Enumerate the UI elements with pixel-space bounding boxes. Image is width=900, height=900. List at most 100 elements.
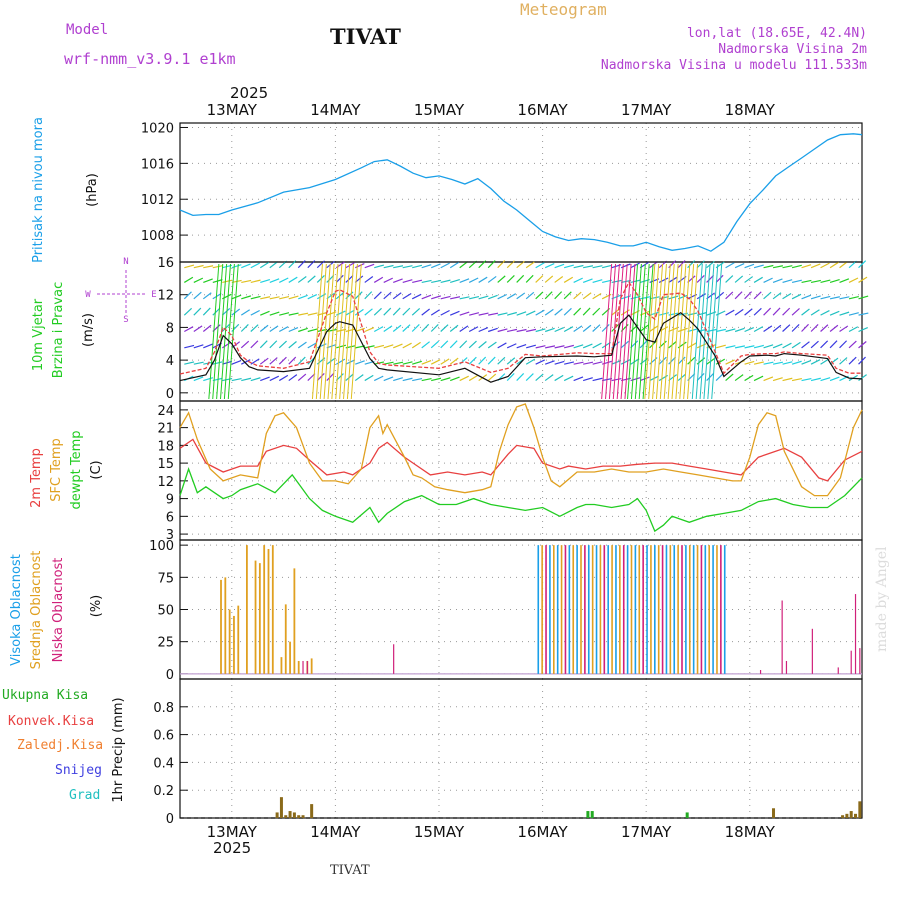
wind-barb: [858, 260, 867, 269]
wind-barb: [193, 361, 204, 365]
wind-barb: [297, 373, 307, 382]
wind-barb: [393, 361, 404, 365]
wind-barb: [288, 326, 299, 333]
wind-barb: [535, 262, 545, 269]
wind-barb: [573, 277, 583, 283]
precip-bar: [590, 811, 594, 818]
wind-barb: [525, 358, 536, 365]
wind-barb: [440, 279, 451, 284]
wind-barb: [715, 373, 724, 381]
wind-barb: [421, 359, 432, 365]
wind-barb: [260, 310, 270, 316]
wind-barb: [459, 278, 470, 284]
wind-barb: [383, 376, 394, 382]
wind-barb: [715, 358, 726, 365]
precip-bar: [275, 812, 279, 818]
wind-axis-title-2: Brzina i Pravac: [51, 282, 66, 379]
wind-barb: [183, 307, 193, 316]
wind-barb: [772, 324, 782, 332]
wind-barb: [506, 293, 517, 300]
wind-barb: [839, 296, 850, 300]
wind-barb: [592, 377, 603, 382]
precip-legend-total: Ukupna Kisa: [2, 688, 88, 703]
wind-barb: [364, 276, 374, 283]
y-tick-label: 15: [157, 457, 174, 472]
wind-barb: [753, 307, 762, 316]
wind-barb: [715, 344, 726, 349]
wind-streak: [638, 263, 650, 400]
wind-barb: [715, 291, 725, 300]
wind-barb: [488, 327, 498, 333]
y-tick-label: 0.6: [153, 729, 174, 744]
wind-axis-title: 10m Vjetar: [31, 298, 46, 371]
wind-barb: [602, 264, 612, 269]
wind-barb: [288, 356, 297, 365]
wind-streak: [601, 263, 613, 400]
temp-axis-unit: (C): [89, 460, 104, 479]
wind-barb: [763, 361, 774, 365]
wind-barb: [526, 328, 537, 333]
wind-streak: [652, 263, 664, 400]
wind-barb: [478, 276, 488, 283]
wind-barb: [630, 279, 641, 284]
wind-streak: [605, 263, 617, 400]
wind-barb: [487, 341, 497, 349]
wind-barb: [459, 340, 468, 349]
wind-barb: [848, 356, 857, 365]
wind-barb: [696, 260, 705, 269]
wind-streak: [667, 263, 679, 400]
y-tick-label: 1008: [141, 229, 174, 244]
wind-barb: [307, 328, 318, 333]
precip-bar: [772, 808, 776, 818]
precip-bar: [854, 813, 858, 818]
wind-barb: [573, 361, 584, 365]
wind-barb: [269, 357, 278, 365]
pressure-axis-title: Pritisak na nivou mora: [31, 117, 46, 263]
wind-barb: [848, 312, 859, 316]
wind-barb: [801, 377, 812, 382]
wind-barb: [535, 309, 545, 316]
wind-barb: [829, 376, 840, 382]
wind-barb: [563, 375, 574, 382]
wind-streak: [711, 263, 723, 400]
wind-barb: [763, 291, 772, 300]
wind-barb: [269, 340, 278, 349]
wind-barb: [364, 308, 373, 316]
compass-west: W: [85, 290, 91, 300]
wind-streak: [675, 263, 687, 400]
precip-bar: [310, 804, 314, 818]
wind-barb: [487, 260, 496, 269]
wind-barb: [592, 279, 603, 284]
wind-barb: [449, 261, 459, 269]
wind-barb: [259, 261, 270, 269]
wind-barb: [858, 312, 869, 316]
wind-barb: [592, 361, 603, 365]
wind-barb: [421, 264, 432, 269]
wind-barb: [269, 375, 280, 382]
wind-barb: [753, 276, 763, 283]
wind-barb: [193, 291, 202, 300]
wind-barb: [753, 344, 764, 349]
wind-barb: [820, 324, 829, 332]
wind-barb: [848, 295, 859, 300]
wind-barb: [687, 356, 696, 365]
wind-barb: [858, 341, 867, 349]
wind-barb: [820, 295, 831, 300]
wind-barb: [241, 263, 251, 269]
precip-bar: [586, 811, 590, 818]
wind-barb: [469, 295, 480, 300]
cloud-axis-title-low: Niska Oblacnost: [51, 558, 66, 663]
wind-barb: [307, 275, 316, 283]
precip-bar: [292, 812, 296, 818]
wind-streak: [227, 263, 239, 400]
wind-barb: [611, 377, 622, 382]
wind-barb: [269, 311, 280, 316]
wind-barb: [430, 263, 441, 269]
wind-barb: [326, 274, 335, 283]
wind-barb: [193, 307, 202, 316]
wind-barb: [687, 312, 698, 316]
wind-streak: [659, 263, 671, 400]
y-tick-label: 0.2: [153, 784, 174, 799]
wind-barb: [782, 293, 792, 300]
wind-barb: [763, 344, 774, 349]
